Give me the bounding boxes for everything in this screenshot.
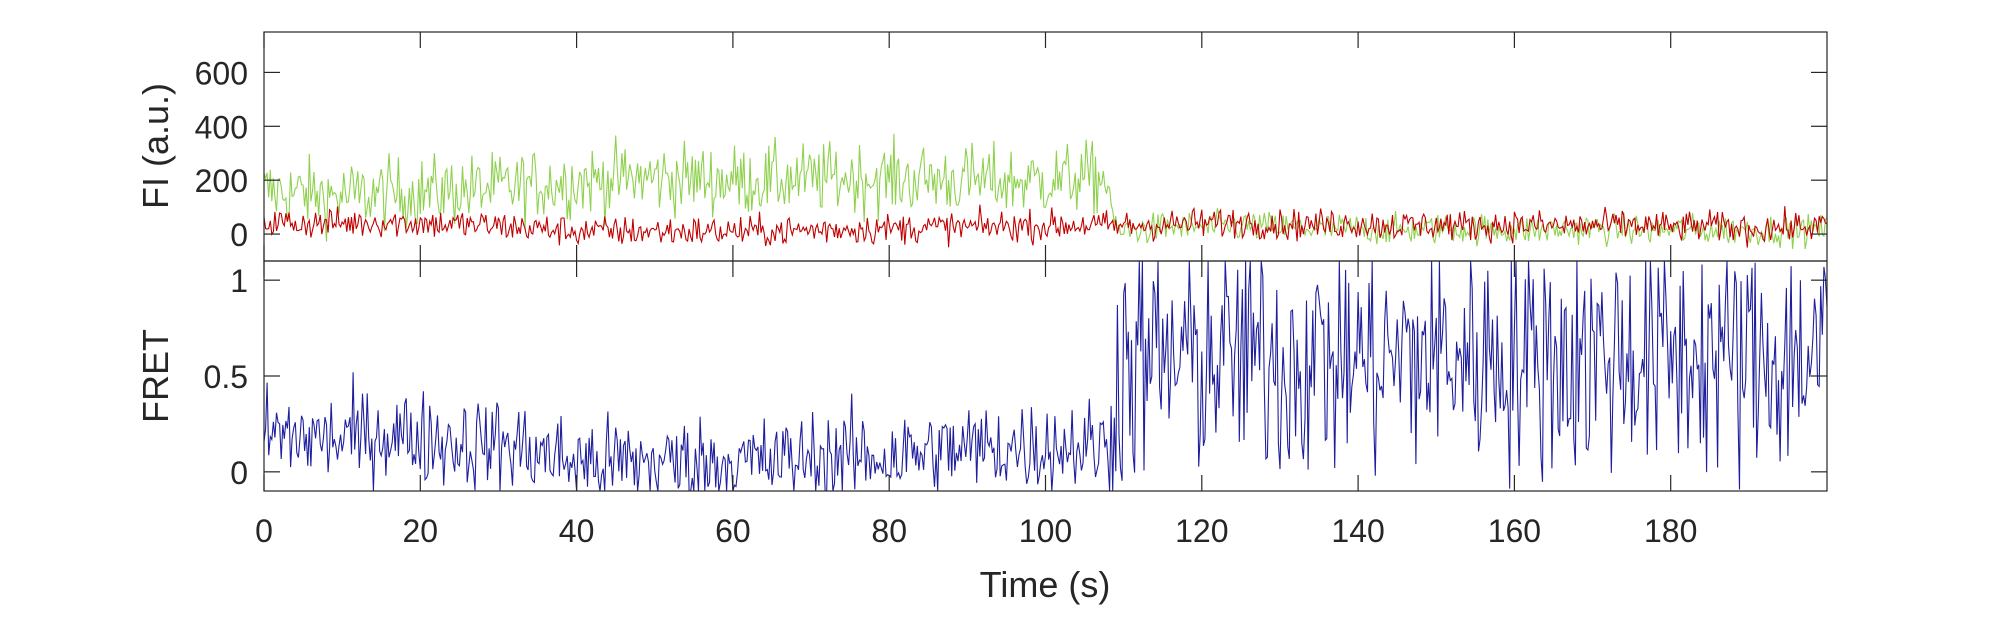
- fret-y-ticks: 00.51: [204, 261, 1827, 491]
- y-tick-label: 0: [230, 455, 248, 491]
- x-tick-label: 160: [1488, 513, 1541, 549]
- red-channel-trace-line: [264, 204, 1827, 248]
- x-tick-label: 0: [255, 513, 273, 549]
- time-x-ticks: 0 20 40 60 80 100 120 140 160 180: [255, 513, 1697, 549]
- x-tick-label: 80: [871, 513, 907, 549]
- x-tick-label: 180: [1644, 513, 1697, 549]
- fluorescence-y-axis-label: FI (a.u.): [135, 83, 176, 209]
- x-tick-label: 60: [715, 513, 751, 549]
- fret-plot-area: [264, 261, 1827, 491]
- y-tick-label: 400: [195, 109, 248, 145]
- fret-y-axis-label: FRET: [135, 329, 176, 423]
- fret-panel: 00.51 0 20 40 60 80 100 120 140 160 180 FRET Time…: [135, 260, 1828, 605]
- y-tick-label: 0.5: [204, 359, 248, 395]
- fluorescence-panel: 0 200 400 600 FI (a.u.): [135, 31, 1828, 262]
- fret-trace-line: [264, 261, 1827, 491]
- x-tick-label: 40: [559, 513, 595, 549]
- x-tick-label: 20: [403, 513, 439, 549]
- fluorescence-plot-area: [264, 133, 1827, 250]
- green-channel-trace-line: [264, 133, 1827, 250]
- y-tick-label: 0: [230, 217, 248, 253]
- time-x-axis-label: Time (s): [980, 564, 1111, 605]
- x-tick-label: 100: [1019, 513, 1072, 549]
- fluorescence-y-ticks: 0 200 400 600: [195, 32, 1827, 261]
- y-tick-label: 1: [230, 263, 248, 299]
- x-tick-label: 120: [1175, 513, 1228, 549]
- y-tick-label: 200: [195, 163, 248, 199]
- y-tick-label: 600: [195, 55, 248, 91]
- x-tick-label: 140: [1331, 513, 1384, 549]
